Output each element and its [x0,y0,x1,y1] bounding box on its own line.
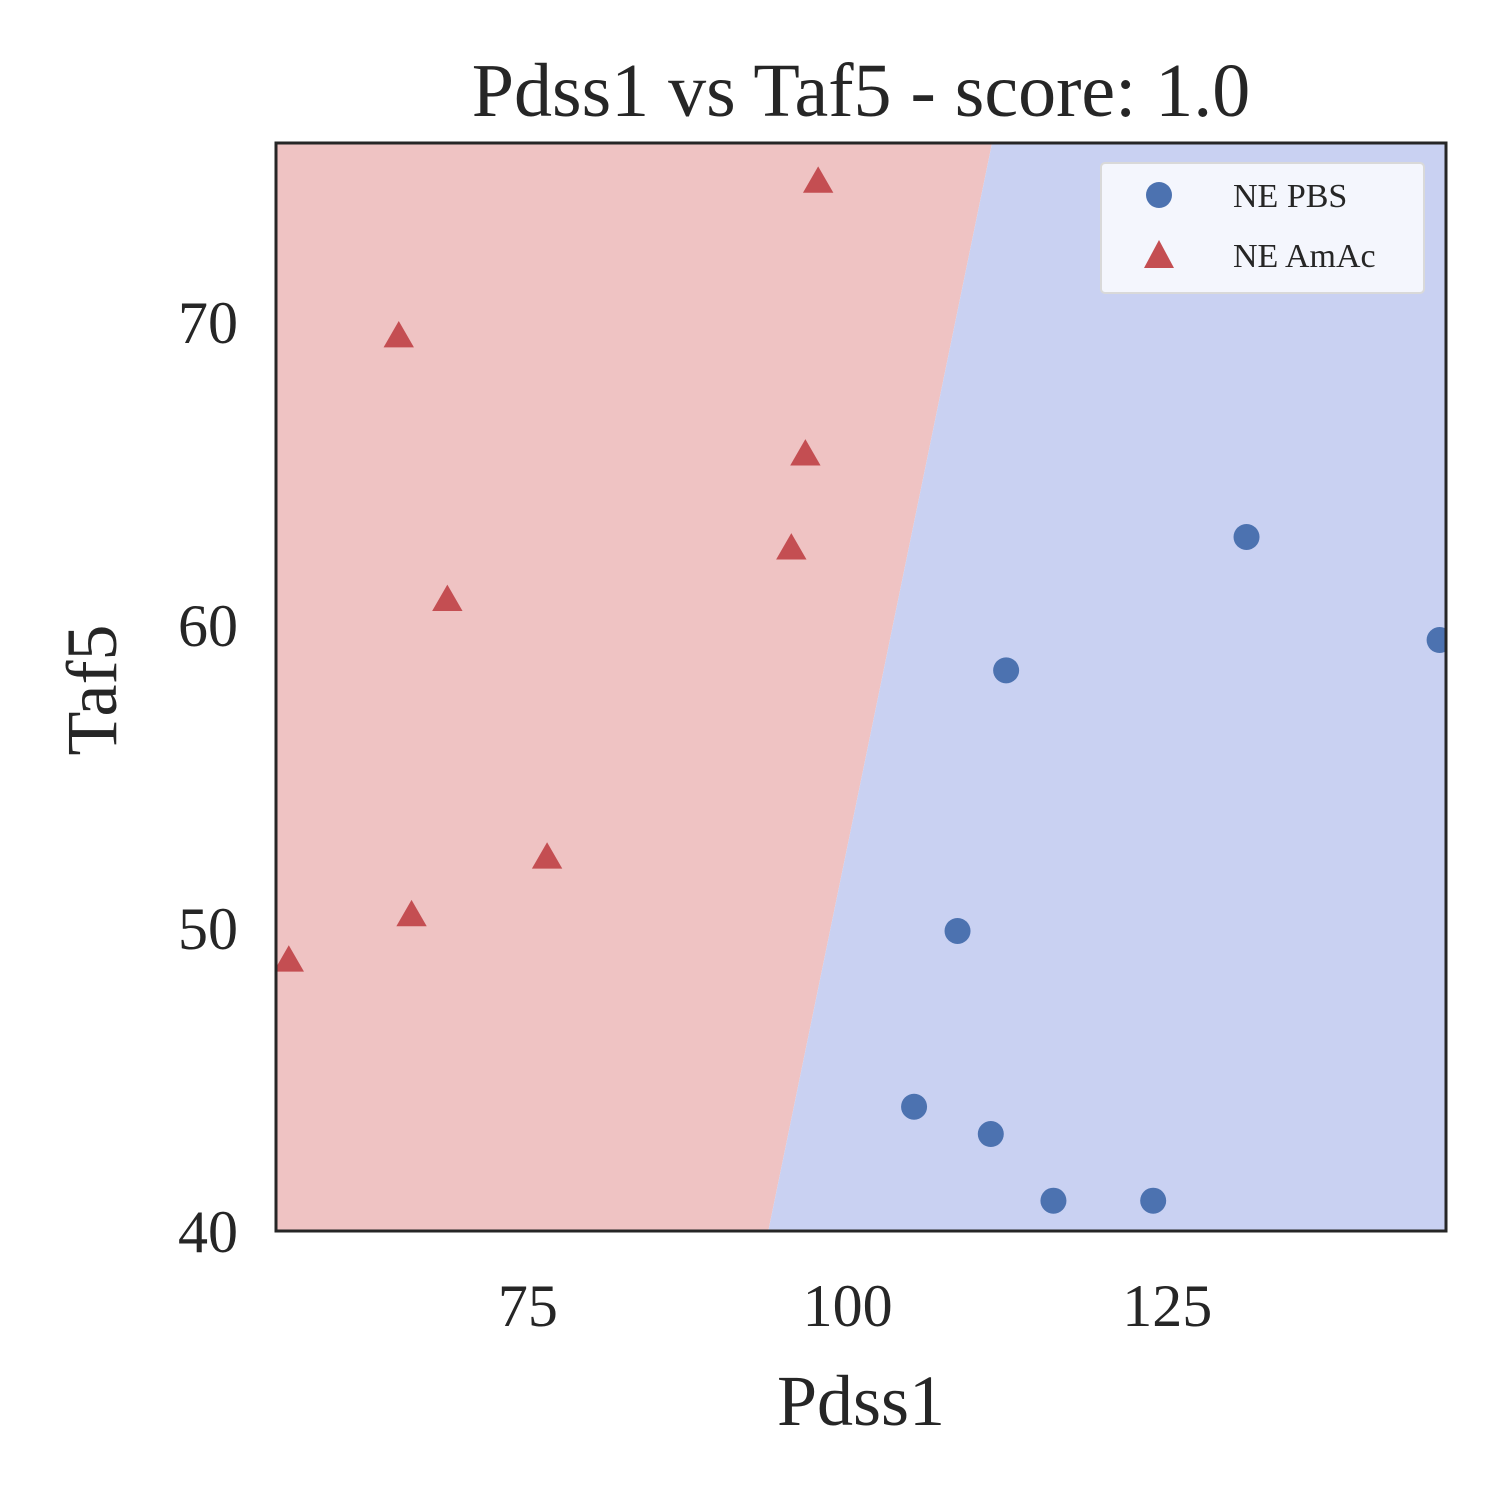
plot-area [276,143,1446,1231]
y-tick-label-60: 60 [178,593,238,659]
y-tick-label-50: 50 [178,896,238,962]
legend: NE PBS NE AmAc [1100,162,1425,294]
x-tick-label-125: 125 [1122,1273,1212,1339]
legend-label-ne-pbs: NE PBS [1233,178,1347,215]
y-tick-label-40: 40 [178,1199,238,1265]
legend-marker-ne-amac [1144,240,1174,268]
legend-marker-ne-pbs [1146,182,1172,208]
point-ne-pbs-2 [1426,627,1446,654]
point-ne-pbs-3 [993,657,1020,684]
point-ne-amac-5 [432,584,463,612]
x-axis-label: Pdss1 [777,1361,945,1441]
legend-box [1100,162,1425,294]
point-ne-amac-2 [383,320,414,348]
chart-title: Pdss1 vs Taf5 - score: 1.0 [472,49,1251,133]
point-ne-pbs-8 [1140,1187,1167,1214]
point-ne-pbs-5 [901,1093,928,1120]
plot-frame [274,141,1448,1233]
point-ne-pbs-6 [977,1121,1004,1148]
x-axis-ticks: 75 100 125 [498,1273,1212,1339]
y-tick-label-70: 70 [178,290,238,356]
region-ne-amac [276,143,993,1231]
point-ne-pbs-4 [944,917,971,944]
y-axis-label: Taf5 [52,625,132,756]
point-ne-amac-1 [802,166,834,193]
legend-label-ne-amac: NE AmAc [1233,238,1376,275]
y-axis-ticks: 40 50 60 70 [178,290,238,1265]
point-ne-pbs-7 [1040,1187,1067,1214]
point-ne-amac-4 [776,533,807,560]
point-ne-amac-7 [396,899,427,927]
region-ne-pbs [768,143,1446,1231]
data-marks [276,166,1446,1214]
point-ne-amac-3 [790,439,821,466]
x-tick-label-100: 100 [803,1273,893,1339]
point-ne-amac-8 [276,945,304,972]
point-ne-pbs-1 [1233,523,1260,550]
point-ne-amac-6 [531,842,563,869]
x-tick-label-75: 75 [498,1273,558,1339]
